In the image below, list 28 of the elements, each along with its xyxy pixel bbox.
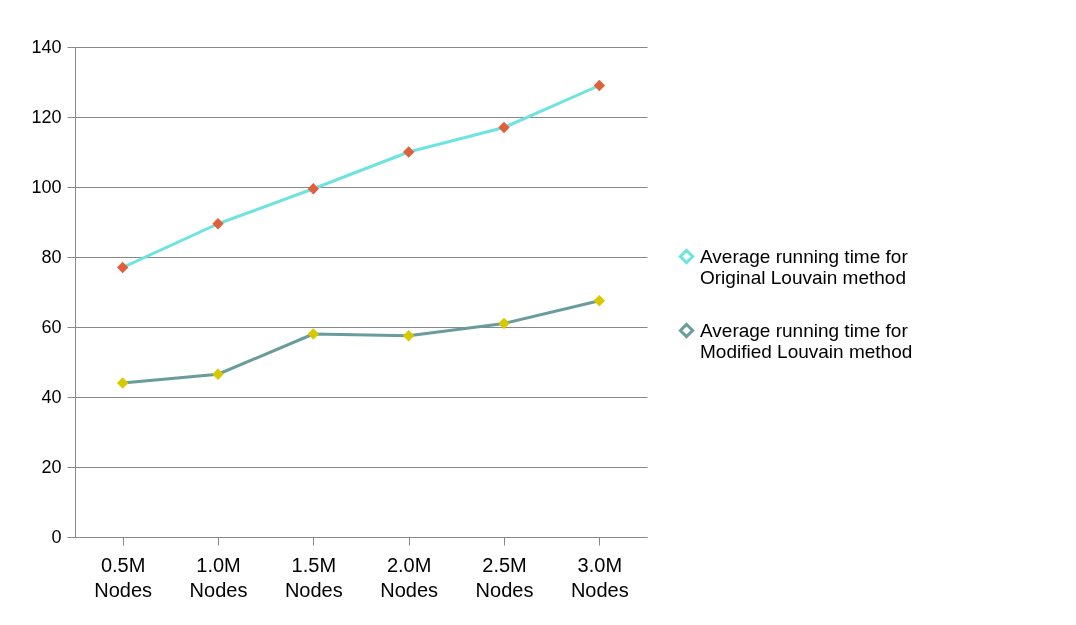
- x-tick-label: 3.0M Nodes: [570, 553, 629, 601]
- x-tick-label: 0.5M Nodes: [94, 553, 153, 601]
- x-tick-label: 2.0M Nodes: [380, 553, 439, 601]
- y-tick-label: 60: [41, 316, 62, 337]
- y-tick-label: 20: [41, 456, 62, 477]
- point: [212, 218, 224, 230]
- point: [307, 183, 320, 195]
- y-tick-label: 80: [41, 246, 62, 267]
- point: [212, 368, 224, 380]
- legend-label: Average running time for Modified Louvain method: [700, 319, 913, 362]
- y-tick-label: 100: [31, 176, 62, 197]
- x-tick-label: 1.5M Nodes: [284, 553, 343, 601]
- y-tick-label: 140: [31, 36, 62, 57]
- y-tick-label: 40: [41, 386, 62, 407]
- y-tick-label: 120: [31, 106, 62, 127]
- point: [116, 377, 129, 389]
- x-tick-label: 1.0M Nodes: [189, 553, 248, 601]
- point: [116, 261, 129, 274]
- point: [593, 79, 606, 92]
- point: [402, 146, 415, 158]
- legend-label: Average running time for Original Louvain method: [700, 245, 909, 288]
- x-tick-label: 2.5M Nodes: [475, 553, 534, 601]
- point: [307, 328, 320, 340]
- point: [402, 330, 415, 342]
- point: [593, 295, 606, 307]
- point: [498, 121, 510, 134]
- y-tick-label: 0: [51, 526, 62, 547]
- point: [498, 317, 510, 330]
